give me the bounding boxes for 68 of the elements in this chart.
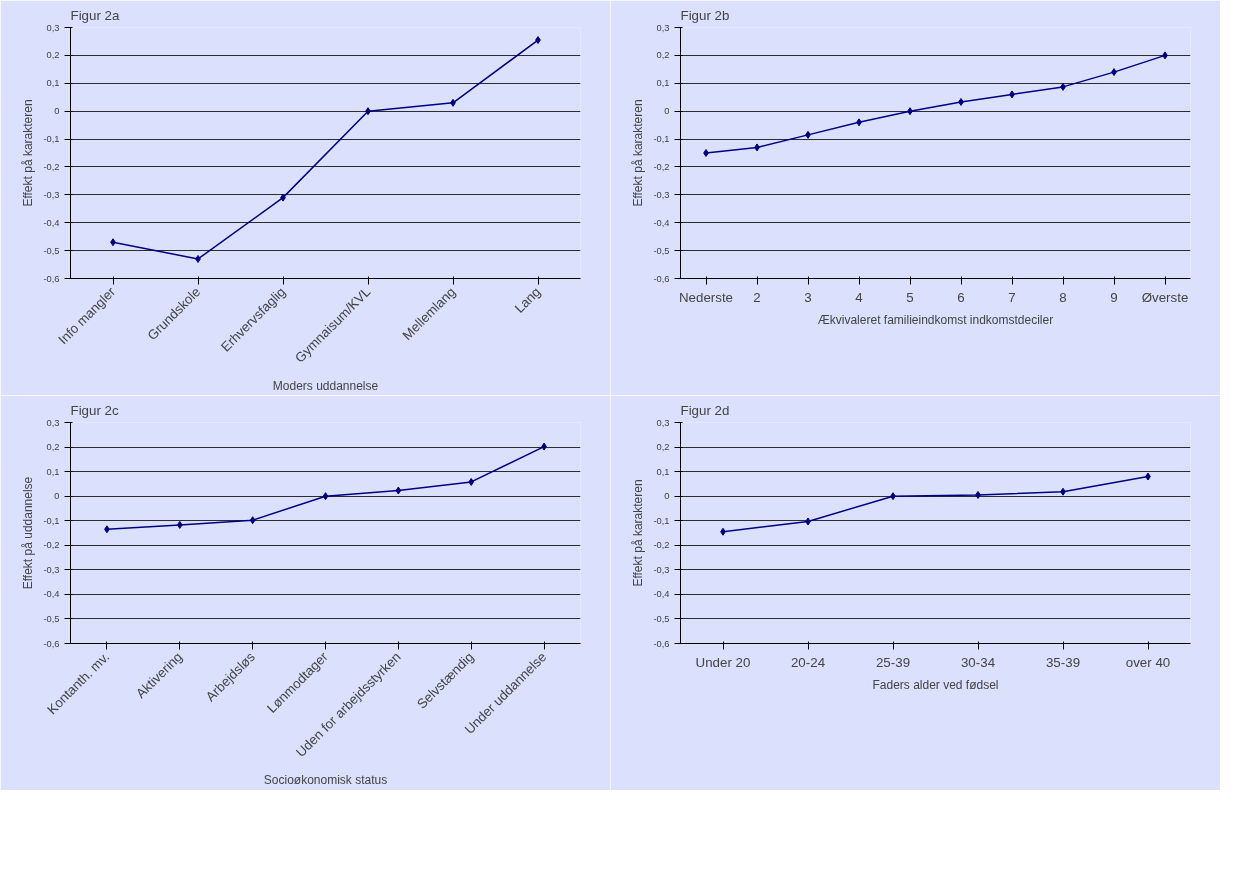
y-tick-label: 0,1 — [46, 466, 60, 477]
y-tick-label: -0,3 — [43, 564, 60, 575]
y-tick-label: -0,4 — [43, 217, 60, 228]
y-tick-label: -0,3 — [653, 189, 670, 200]
y-tick-label: 0,3 — [46, 22, 60, 33]
x-tick-label: 35-39 — [1045, 654, 1081, 670]
chart-title: Figur 2a — [70, 7, 120, 23]
y-tick-label: -0,5 — [653, 613, 670, 624]
y-tick-label: 0,1 — [656, 78, 670, 89]
x-axis-title: Faders alder ved fødsel — [872, 677, 999, 692]
y-tick-label: -0,1 — [653, 515, 670, 526]
y-tick-label: -0,3 — [653, 564, 670, 575]
y-tick-label: -0,1 — [43, 134, 60, 145]
x-tick-label: 5 — [906, 289, 914, 305]
y-tick-label: -0,4 — [653, 217, 670, 228]
y-tick-label: -0,6 — [653, 638, 670, 649]
y-tick-label: -0,2 — [43, 161, 60, 172]
y-tick-label: 0 — [54, 106, 60, 117]
y-tick-label: -0,3 — [43, 189, 60, 200]
x-axis-title: Moders uddannelse — [272, 378, 379, 393]
y-tick-label: 0,1 — [656, 466, 670, 477]
y-axis-title: Effekt på karakteren — [21, 99, 36, 207]
y-tick-label: 0,3 — [656, 417, 670, 428]
y-tick-label: -0,6 — [653, 273, 670, 284]
y-tick-label: 0,1 — [46, 78, 60, 89]
y-tick-label: 0,2 — [656, 442, 670, 453]
x-tick-label: 20-24 — [790, 654, 826, 670]
y-axis-title: Effekt på karakteren — [631, 99, 646, 207]
x-tick-label: Øverste — [1141, 289, 1189, 305]
y-tick-label: 0 — [54, 491, 60, 502]
y-tick-label: -0,1 — [43, 515, 60, 526]
chart-title: Figur 2d — [680, 402, 730, 418]
y-axis-title: Effekt på karakteren — [631, 479, 646, 587]
y-tick-label: -0,1 — [653, 134, 670, 145]
x-tick-label: 8 — [1059, 289, 1067, 305]
y-tick-label: -0,2 — [653, 161, 670, 172]
y-tick-label: 0,2 — [46, 50, 60, 61]
y-tick-label: 0,2 — [46, 442, 60, 453]
y-tick-label: -0,5 — [43, 613, 60, 624]
x-tick-label: 6 — [957, 289, 965, 305]
x-tick-label: 2 — [753, 289, 761, 305]
y-tick-label: -0,6 — [43, 638, 60, 649]
y-tick-label: 0 — [664, 106, 670, 117]
x-tick-label: 7 — [1008, 289, 1016, 305]
y-tick-label: 0 — [664, 491, 670, 502]
x-axis-title: Socioøkonomisk status — [263, 773, 388, 788]
chart-title: Figur 2c — [70, 402, 119, 418]
chart-title: Figur 2b — [680, 7, 730, 23]
x-tick-label: 25-39 — [875, 654, 911, 670]
x-tick-label: over 40 — [1125, 654, 1171, 670]
y-tick-label: -0,2 — [43, 540, 60, 551]
x-tick-label: Under 20 — [695, 654, 751, 670]
y-tick-label: -0,4 — [43, 589, 60, 600]
y-tick-label: 0,3 — [46, 417, 60, 428]
x-tick-label: 9 — [1110, 289, 1118, 305]
x-tick-label: Nederste — [678, 289, 734, 305]
x-tick-label: 3 — [804, 289, 812, 305]
x-tick-label: 30-34 — [960, 654, 996, 670]
y-tick-label: -0,5 — [653, 245, 670, 256]
y-tick-label: 0,3 — [656, 22, 670, 33]
x-tick-label: 4 — [855, 289, 864, 305]
x-axis-title: Ækvivaleret familieindkomst indkomstdeciler — [817, 312, 1054, 327]
y-tick-label: 0,2 — [656, 50, 670, 61]
y-tick-label: -0,2 — [653, 540, 670, 551]
y-tick-label: -0,6 — [43, 273, 60, 284]
y-tick-label: -0,5 — [43, 245, 60, 256]
y-tick-label: -0,4 — [653, 589, 670, 600]
y-axis-title: Effekt på uddannelse — [21, 476, 36, 590]
